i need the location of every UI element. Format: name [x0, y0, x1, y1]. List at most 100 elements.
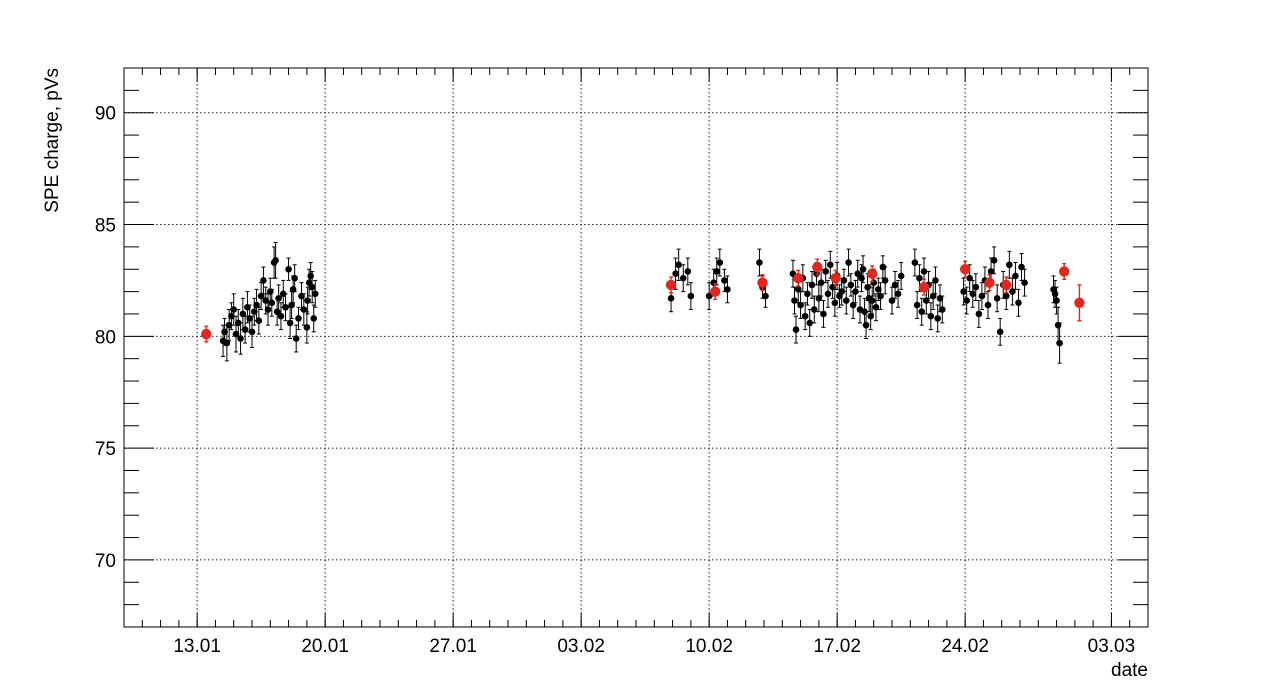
y-tick-labels: 70 75 80 85 90 [95, 104, 116, 572]
data-point [300, 306, 308, 313]
data-point [838, 288, 846, 295]
data-point [1053, 297, 1060, 304]
data-point [234, 319, 242, 327]
data-point [303, 324, 311, 331]
data-point [310, 315, 318, 322]
data-point [820, 310, 827, 318]
data-point [868, 297, 876, 304]
x-tick-label: 03.02 [557, 636, 605, 657]
y-tick-label: 80 [95, 327, 116, 348]
data-point [858, 274, 865, 282]
data-point [713, 268, 721, 275]
data-point [852, 288, 859, 295]
data-point [993, 295, 1001, 302]
y-tick-label: 85 [95, 216, 116, 237]
data-point [854, 270, 862, 278]
data-point [831, 299, 839, 307]
x-tick-label: 13.01 [173, 636, 221, 657]
data-point [845, 259, 852, 266]
data-point [225, 321, 233, 329]
data-point [936, 295, 944, 302]
data-point [667, 295, 675, 302]
data-point [929, 292, 937, 300]
data-point [990, 256, 998, 264]
data-point [911, 259, 919, 266]
data-point [279, 290, 287, 298]
data-point [762, 292, 769, 300]
data-point [987, 268, 995, 275]
data-point [277, 312, 285, 320]
data-point [228, 312, 235, 320]
data-point [920, 268, 928, 275]
data-point [221, 328, 228, 336]
y-tick-label: 70 [95, 551, 116, 572]
data-point [897, 272, 905, 280]
data-point [815, 295, 823, 302]
data-point [922, 297, 930, 304]
data-point [932, 277, 939, 284]
data-point [1001, 279, 1012, 291]
data-point [721, 277, 728, 284]
data-point [292, 335, 300, 342]
grid-lines [124, 68, 1148, 627]
data-point [311, 290, 319, 298]
data-point [859, 265, 867, 273]
data-point [757, 277, 768, 288]
data-point [705, 292, 713, 300]
data-point [687, 292, 695, 300]
data-point [201, 328, 212, 340]
data-point [262, 297, 270, 304]
data-point [822, 268, 830, 275]
data-point [304, 297, 311, 304]
data-point [275, 295, 282, 302]
data-point [866, 268, 878, 279]
data-point [791, 297, 798, 304]
data-point [978, 292, 986, 300]
x-axis-title: date [1111, 660, 1148, 681]
y-tick-label: 90 [95, 104, 116, 125]
data-point [679, 274, 687, 282]
data-point [879, 263, 887, 271]
data-point [672, 270, 679, 278]
data-point [1006, 261, 1013, 269]
y-axis-title: SPE charge, pVs [42, 68, 63, 213]
data-point [257, 292, 265, 300]
data-point [665, 279, 677, 291]
data-point [830, 272, 841, 284]
data-point [291, 274, 298, 282]
x-tick-labels: 13.01 20.01 27.01 03.02 10.02 17.02 24.02 03.03 [173, 636, 1135, 657]
data-point [867, 312, 874, 320]
data-point [792, 326, 800, 333]
data-point [298, 292, 305, 300]
data-point [824, 290, 832, 298]
data-point [268, 299, 276, 307]
data-point [894, 290, 902, 298]
data-point [969, 290, 977, 298]
data-point [308, 283, 316, 291]
data-point [888, 297, 896, 304]
data-point [793, 272, 804, 284]
data-point [675, 261, 682, 269]
data-point [716, 259, 724, 266]
data-point [286, 319, 294, 327]
x-tick-label: 17.02 [813, 636, 861, 657]
x-tick-label: 27.01 [429, 636, 477, 657]
data-point [918, 308, 926, 316]
data-point [246, 315, 254, 322]
data-point [918, 281, 930, 293]
data-points [201, 241, 1085, 364]
data-point [1058, 266, 1070, 277]
data-point [1056, 339, 1063, 347]
data-point [253, 301, 260, 309]
data-point [237, 335, 244, 342]
data-point [840, 277, 848, 284]
data-point [996, 328, 1004, 336]
data-point [797, 301, 804, 309]
data-point [307, 272, 314, 280]
x-tick-label: 20.01 [301, 636, 349, 657]
data-point [891, 281, 899, 289]
data-point [1002, 292, 1010, 300]
data-point [260, 277, 267, 284]
data-point [1015, 299, 1022, 307]
data-point [244, 303, 251, 311]
